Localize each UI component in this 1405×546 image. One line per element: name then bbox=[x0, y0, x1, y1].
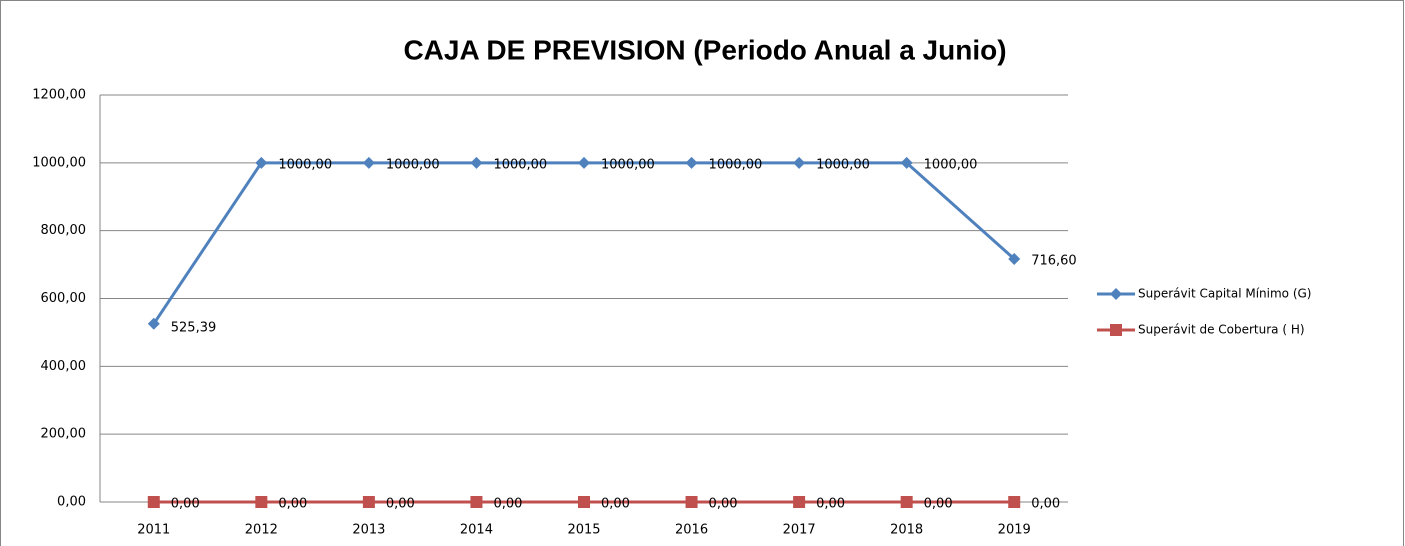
data-label: 1000,00 bbox=[924, 157, 978, 172]
data-label: 0,00 bbox=[1031, 497, 1060, 512]
marker bbox=[1110, 288, 1122, 300]
y-tick-label: 200,00 bbox=[41, 427, 87, 442]
x-tick-label: 2019 bbox=[998, 523, 1031, 538]
y-tick-label: 0,00 bbox=[57, 495, 86, 510]
data-label: 0,00 bbox=[601, 497, 630, 512]
legend-label: Superávit de Cobertura ( H) bbox=[1138, 323, 1305, 337]
marker bbox=[900, 496, 913, 508]
x-tick-label: 2018 bbox=[890, 523, 923, 538]
x-tick-label: 2011 bbox=[137, 523, 170, 538]
marker bbox=[362, 156, 375, 169]
y-tick-label: 600,00 bbox=[41, 291, 87, 306]
y-tick-label: 1200,00 bbox=[32, 88, 86, 103]
data-label: 1000,00 bbox=[709, 157, 763, 172]
data-label: 0,00 bbox=[709, 497, 738, 512]
data-label: 1000,00 bbox=[278, 157, 332, 172]
marker bbox=[470, 156, 483, 169]
marker bbox=[578, 496, 590, 508]
marker bbox=[470, 496, 483, 508]
y-tick-label: 400,00 bbox=[41, 359, 87, 374]
chart-title: CAJA DE PREVISION (Periodo Anual a Junio… bbox=[403, 34, 1006, 65]
legend-label: Superávit Capital Mínimo (G) bbox=[1138, 287, 1312, 301]
data-label: 1000,00 bbox=[816, 157, 870, 172]
marker bbox=[1008, 252, 1021, 265]
x-tick-label: 2014 bbox=[460, 523, 493, 538]
marker bbox=[793, 156, 806, 169]
x-tick-label: 2017 bbox=[783, 523, 816, 538]
data-label: 1000,00 bbox=[386, 157, 440, 172]
marker bbox=[1110, 324, 1122, 336]
data-label: 0,00 bbox=[278, 497, 307, 512]
marker bbox=[900, 156, 913, 169]
data-label: 0,00 bbox=[816, 497, 845, 512]
data-label: 0,00 bbox=[171, 497, 200, 512]
data-label: 525,39 bbox=[171, 320, 217, 335]
marker bbox=[255, 496, 268, 508]
data-label: 0,00 bbox=[493, 497, 522, 512]
marker bbox=[362, 496, 375, 508]
x-tick-label: 2015 bbox=[567, 523, 600, 538]
x-tick-label: 2016 bbox=[675, 523, 708, 538]
marker bbox=[255, 156, 268, 169]
marker bbox=[685, 156, 698, 169]
marker bbox=[578, 156, 590, 169]
marker bbox=[685, 496, 698, 508]
data-label: 716,60 bbox=[1031, 253, 1077, 268]
x-tick-label: 2013 bbox=[352, 523, 385, 538]
marker bbox=[147, 496, 160, 508]
data-label: 0,00 bbox=[924, 497, 953, 512]
x-tick-label: 2012 bbox=[245, 523, 278, 538]
marker bbox=[793, 496, 806, 508]
y-tick-label: 800,00 bbox=[41, 223, 87, 238]
marker bbox=[1008, 496, 1021, 508]
data-label: 1000,00 bbox=[601, 157, 655, 172]
data-label: 0,00 bbox=[386, 497, 415, 512]
marker bbox=[147, 317, 160, 330]
data-label: 1000,00 bbox=[493, 157, 547, 172]
y-tick-label: 1000,00 bbox=[32, 155, 86, 170]
